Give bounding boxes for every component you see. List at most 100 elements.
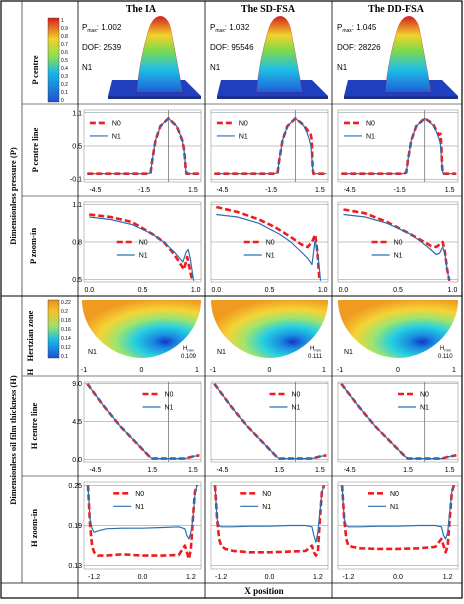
legend-label-n0: N0 bbox=[420, 392, 429, 399]
pmax-value: : 1.032 bbox=[225, 23, 250, 32]
series-line-n1 bbox=[87, 117, 200, 175]
legend-label-n1: N1 bbox=[135, 504, 144, 511]
y-tick-label: 1.1 bbox=[72, 202, 82, 209]
colorbar-h: 0.22 0.2 0.18 0.16 0.14 0.12 0.1 bbox=[47, 299, 71, 360]
h-centre-line-1: -4.5 1.5 1.5 N0 N1 bbox=[210, 381, 329, 474]
legend-label-n0: N0 bbox=[366, 120, 375, 127]
series-line-n0 bbox=[86, 484, 199, 561]
series-line-n0 bbox=[89, 213, 195, 282]
legend-label-n0: N0 bbox=[266, 240, 275, 247]
hertzian-contact-zone bbox=[211, 300, 328, 358]
hertzian-x-tick: -1 bbox=[210, 367, 216, 374]
legend-label-n1: N1 bbox=[112, 133, 121, 140]
x-tick-label: 0.0 bbox=[211, 287, 221, 294]
x-tick-label: 1.5 bbox=[188, 467, 198, 474]
x-tick-label: -4.5 bbox=[344, 467, 356, 474]
surface-peak bbox=[256, 16, 303, 93]
row-dividers bbox=[22, 103, 462, 477]
colorbar-p-tick: 0.7 bbox=[61, 42, 68, 48]
surface-plot-2: Pmax: 1.045 DOF: 28226 N1 bbox=[337, 16, 458, 99]
hertzian-series-label: N1 bbox=[88, 349, 97, 356]
y-tick-label: 0.13 bbox=[68, 563, 82, 570]
x-tick-label: -1.5 bbox=[265, 187, 277, 194]
pmax-sub: max bbox=[87, 28, 97, 34]
hmin-value: 0.111 bbox=[308, 354, 323, 360]
surface-base-edge bbox=[344, 96, 458, 99]
x-tick-label: 1.5 bbox=[403, 467, 413, 474]
h-zoom-0: 0.25 0.19 0.13 -1.2 0.0 1.2 N0 N1 bbox=[68, 481, 202, 581]
x-tick-label: 1.5 bbox=[315, 187, 325, 194]
x-tick-label: 0.0 bbox=[339, 287, 349, 294]
x-tick-label: 1.5 bbox=[445, 467, 455, 474]
legend-label-n0: N0 bbox=[139, 240, 148, 247]
series-line-n1 bbox=[341, 485, 455, 540]
y-tick-label: 0.25 bbox=[68, 483, 82, 490]
x-tick-label: -1.2 bbox=[88, 574, 100, 581]
legend-label-n1: N1 bbox=[165, 405, 174, 412]
x-tick-label: 1.0 bbox=[191, 287, 201, 294]
series-line-n1 bbox=[343, 213, 450, 281]
row-label-hertzian: Hertzian zone bbox=[25, 310, 35, 361]
colorbar-p-tick: 0.3 bbox=[61, 74, 68, 80]
x-tick-label: 1.0 bbox=[448, 287, 458, 294]
x-tick-label: -1.5 bbox=[138, 187, 150, 194]
series-line-n1 bbox=[89, 216, 195, 281]
x-tick-label: 0.0 bbox=[138, 574, 148, 581]
series-line-n1 bbox=[216, 213, 322, 281]
colorbar-h-tick: 0.16 bbox=[61, 327, 71, 333]
colorbar-h-tick: 0.22 bbox=[61, 300, 71, 306]
h-centre-line-0: 9.0 4.5 0.0 -4.5 1.5 1.5 N0 N1 bbox=[72, 381, 202, 474]
series-line-n1 bbox=[213, 383, 327, 460]
colorbar-h-tick: 0.18 bbox=[61, 318, 71, 324]
x-tick-label: 0.5 bbox=[138, 287, 148, 294]
row-label-h-zoom: H zoom-in bbox=[29, 509, 39, 547]
dof-label: DOF: 28226 bbox=[337, 43, 381, 52]
pmax-sub: max bbox=[215, 28, 225, 34]
legend-label-n1: N1 bbox=[390, 504, 399, 511]
row-label-p-zoom: P zoom-in bbox=[28, 228, 38, 264]
hertzian-x-tick: 1 bbox=[452, 367, 456, 374]
p-centre-line-0: 1.1 0.5 -0.1 -4.5 -1.5 1.5 N0 N1 bbox=[70, 109, 202, 194]
y-tick-label: 0.5 bbox=[72, 144, 82, 151]
series-line-n1 bbox=[87, 485, 198, 540]
x-tick-label: 0.5 bbox=[265, 287, 275, 294]
x-tick-label: 0.0 bbox=[265, 574, 275, 581]
legend-label-n0: N0 bbox=[394, 240, 403, 247]
legend-label-n0: N0 bbox=[112, 120, 121, 127]
legend-label-n0: N0 bbox=[135, 491, 144, 498]
series-line-n0 bbox=[213, 484, 326, 557]
legend-label-n1: N1 bbox=[139, 253, 148, 260]
x-position-title: X position bbox=[244, 586, 283, 596]
colorbar-p-tick: 0.9 bbox=[61, 26, 68, 32]
hertzian-x-tick: -1 bbox=[81, 367, 87, 374]
surface-plot-0: Pmax: 1.002 DOF: 2539 N1 bbox=[82, 16, 201, 99]
series-line-n1 bbox=[86, 383, 200, 460]
x-tick-label: -4.5 bbox=[216, 187, 228, 194]
legend-label-n0: N0 bbox=[262, 491, 271, 498]
legend-label-n1: N1 bbox=[420, 405, 429, 412]
hmin-value: 0.110 bbox=[438, 354, 453, 360]
legend-label-n1: N1 bbox=[266, 253, 275, 260]
colorbar-h-tick: 0.14 bbox=[61, 336, 71, 342]
colorbar-p-tick: 0 bbox=[61, 98, 64, 104]
series-line-n1 bbox=[341, 117, 457, 175]
y-tick-label: 0.19 bbox=[68, 523, 82, 530]
hmin-sub: min bbox=[314, 348, 320, 353]
y-tick-label: 1.1 bbox=[72, 110, 82, 117]
x-tick-label: 1.5 bbox=[274, 467, 284, 474]
x-tick-label: 1.5 bbox=[188, 187, 198, 194]
colorbar-p: 1 0.9 0.8 0.7 0.6 0.5 0.4 0.3 0.2 0.1 0 bbox=[47, 17, 68, 104]
dof-label: DOF: 2539 bbox=[82, 43, 122, 52]
y-tick-label: -0.1 bbox=[70, 177, 82, 184]
surface-series-label: N1 bbox=[337, 63, 348, 72]
group-label-pressure: Dimensionless pressure (P) bbox=[8, 147, 18, 245]
colorbar-h-tick: 0.1 bbox=[61, 354, 68, 360]
y-tick-label: 4.5 bbox=[72, 419, 82, 426]
legend-label-n1: N1 bbox=[262, 504, 271, 511]
row-label-p-centre: P centre bbox=[30, 55, 40, 85]
series-line-n1 bbox=[214, 485, 325, 543]
y-tick-label: 0.0 bbox=[72, 457, 82, 464]
